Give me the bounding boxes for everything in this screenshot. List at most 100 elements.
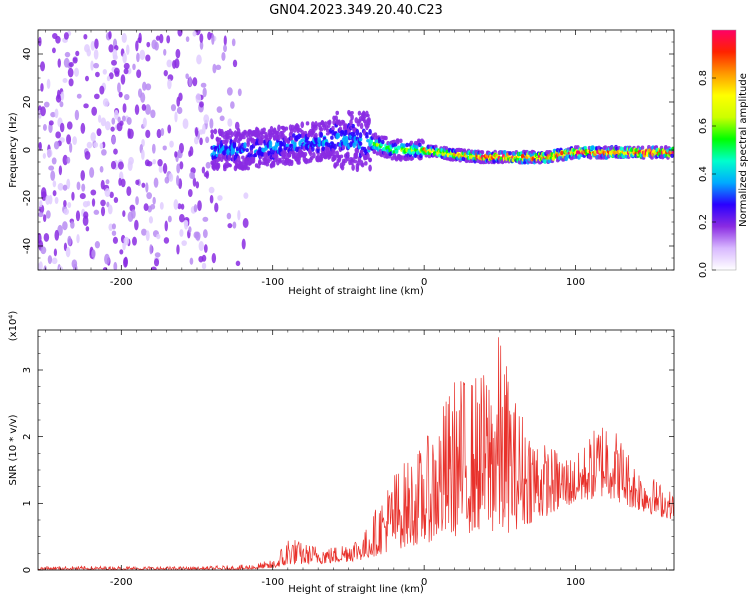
noise-blob <box>167 78 172 90</box>
noise-blob <box>100 206 106 217</box>
colorbar-tick-label: 0.0 <box>698 262 709 278</box>
noise-blob <box>146 41 151 48</box>
ridge-cell <box>619 146 624 151</box>
noise-blob <box>100 179 105 190</box>
noise-blob <box>63 208 69 216</box>
noise-blob <box>197 200 202 212</box>
ridge-cell <box>230 131 235 137</box>
noise-blob <box>90 60 94 71</box>
noise-blob <box>111 135 116 145</box>
noise-blob <box>68 78 74 87</box>
noise-blob <box>93 209 100 215</box>
x-tick-label: 0 <box>421 577 427 588</box>
ridge-cell <box>417 138 421 143</box>
noise-blob <box>131 209 136 219</box>
ridge-cell <box>462 148 467 153</box>
ridge-cell <box>368 128 372 135</box>
colorbar: 0.0 0.2 0.4 0.6 0.8 Normalized spectral ampl… <box>698 29 749 278</box>
noise-blob <box>62 154 68 166</box>
ridge-cell <box>492 159 496 164</box>
ridge-cell <box>349 119 353 126</box>
noise-blob <box>102 98 109 107</box>
noise-blob <box>145 182 149 193</box>
noise-blob <box>59 101 64 108</box>
noise-blob <box>48 120 54 126</box>
ridge-cell <box>261 135 265 139</box>
noise-blob <box>226 212 232 220</box>
ridge-cell <box>264 131 269 140</box>
colorbar-tick-label: 0.4 <box>698 166 709 182</box>
noise-blob <box>86 48 91 57</box>
ridge-cell <box>249 149 254 155</box>
y-tick-label: 40 <box>22 48 33 61</box>
noise-blob <box>176 175 180 186</box>
noise-blob <box>148 216 154 224</box>
noise-blob <box>80 122 86 134</box>
noise-blob <box>94 93 100 100</box>
noise-blob <box>40 82 44 92</box>
noise-blob <box>72 57 78 64</box>
noise-blob <box>154 252 161 258</box>
noise-blob <box>123 256 128 267</box>
noise-blob <box>170 104 177 112</box>
ridge-cell <box>228 163 232 168</box>
snr-y-label: SNR (10 * v/v) <box>8 414 19 485</box>
ridge-cell <box>246 140 250 148</box>
noise-blob <box>199 101 204 108</box>
noise-blob <box>163 237 170 244</box>
noise-blob <box>182 118 189 130</box>
noise-blob <box>205 170 210 179</box>
snr-series-line <box>38 337 674 570</box>
noise-blob <box>177 203 182 210</box>
noise-blob <box>108 223 114 231</box>
ridge-cell <box>346 154 350 162</box>
ridge-cell <box>268 140 273 148</box>
snr-y-ticks: 0 1 2 3 <box>22 336 674 573</box>
noise-blob <box>119 249 124 255</box>
ridge-cell <box>399 138 403 144</box>
ridge-cell <box>480 150 485 155</box>
ridge-cell <box>328 119 332 126</box>
noise-blob <box>135 196 139 206</box>
ridge-cell <box>360 162 365 168</box>
ridge-cell <box>344 135 349 143</box>
ridge-cell <box>353 159 358 164</box>
noise-blob <box>235 260 241 267</box>
noise-blob <box>202 229 208 239</box>
ridge-cell <box>396 145 401 150</box>
ridge-cell <box>289 159 294 164</box>
ridge-cell <box>323 121 328 126</box>
noise-blob <box>52 180 57 188</box>
noise-blob <box>67 235 72 246</box>
noise-blob <box>216 106 223 113</box>
noise-blob <box>74 67 79 77</box>
noise-blob <box>188 76 192 87</box>
ridge-cell <box>262 127 266 132</box>
ridge-cell <box>339 154 344 159</box>
noise-blob <box>162 163 168 174</box>
ridge-cell <box>297 160 301 165</box>
y-tick-label: 20 <box>22 96 33 109</box>
noise-blob <box>42 124 47 131</box>
spectrogram-heatmap <box>38 30 674 270</box>
x-tick-label: 100 <box>566 577 585 588</box>
ridge-cell <box>277 124 281 132</box>
noise-blob <box>90 189 97 196</box>
ridge-cell <box>336 132 341 139</box>
ridge-cell <box>210 133 214 140</box>
noise-blob <box>207 31 212 41</box>
noise-blob <box>45 195 50 206</box>
noise-blob <box>135 40 139 52</box>
noise-blob <box>126 186 132 197</box>
noise-blob <box>121 115 126 122</box>
noise-blob <box>47 255 53 265</box>
ridge-cell <box>265 162 270 167</box>
noise-blob <box>173 199 179 210</box>
noise-blob <box>183 219 189 226</box>
noise-blob <box>39 200 43 208</box>
ridge-cell <box>355 128 360 136</box>
noise-blob <box>122 52 127 64</box>
ridge-cell <box>395 138 400 143</box>
ridge-cell <box>364 161 368 166</box>
